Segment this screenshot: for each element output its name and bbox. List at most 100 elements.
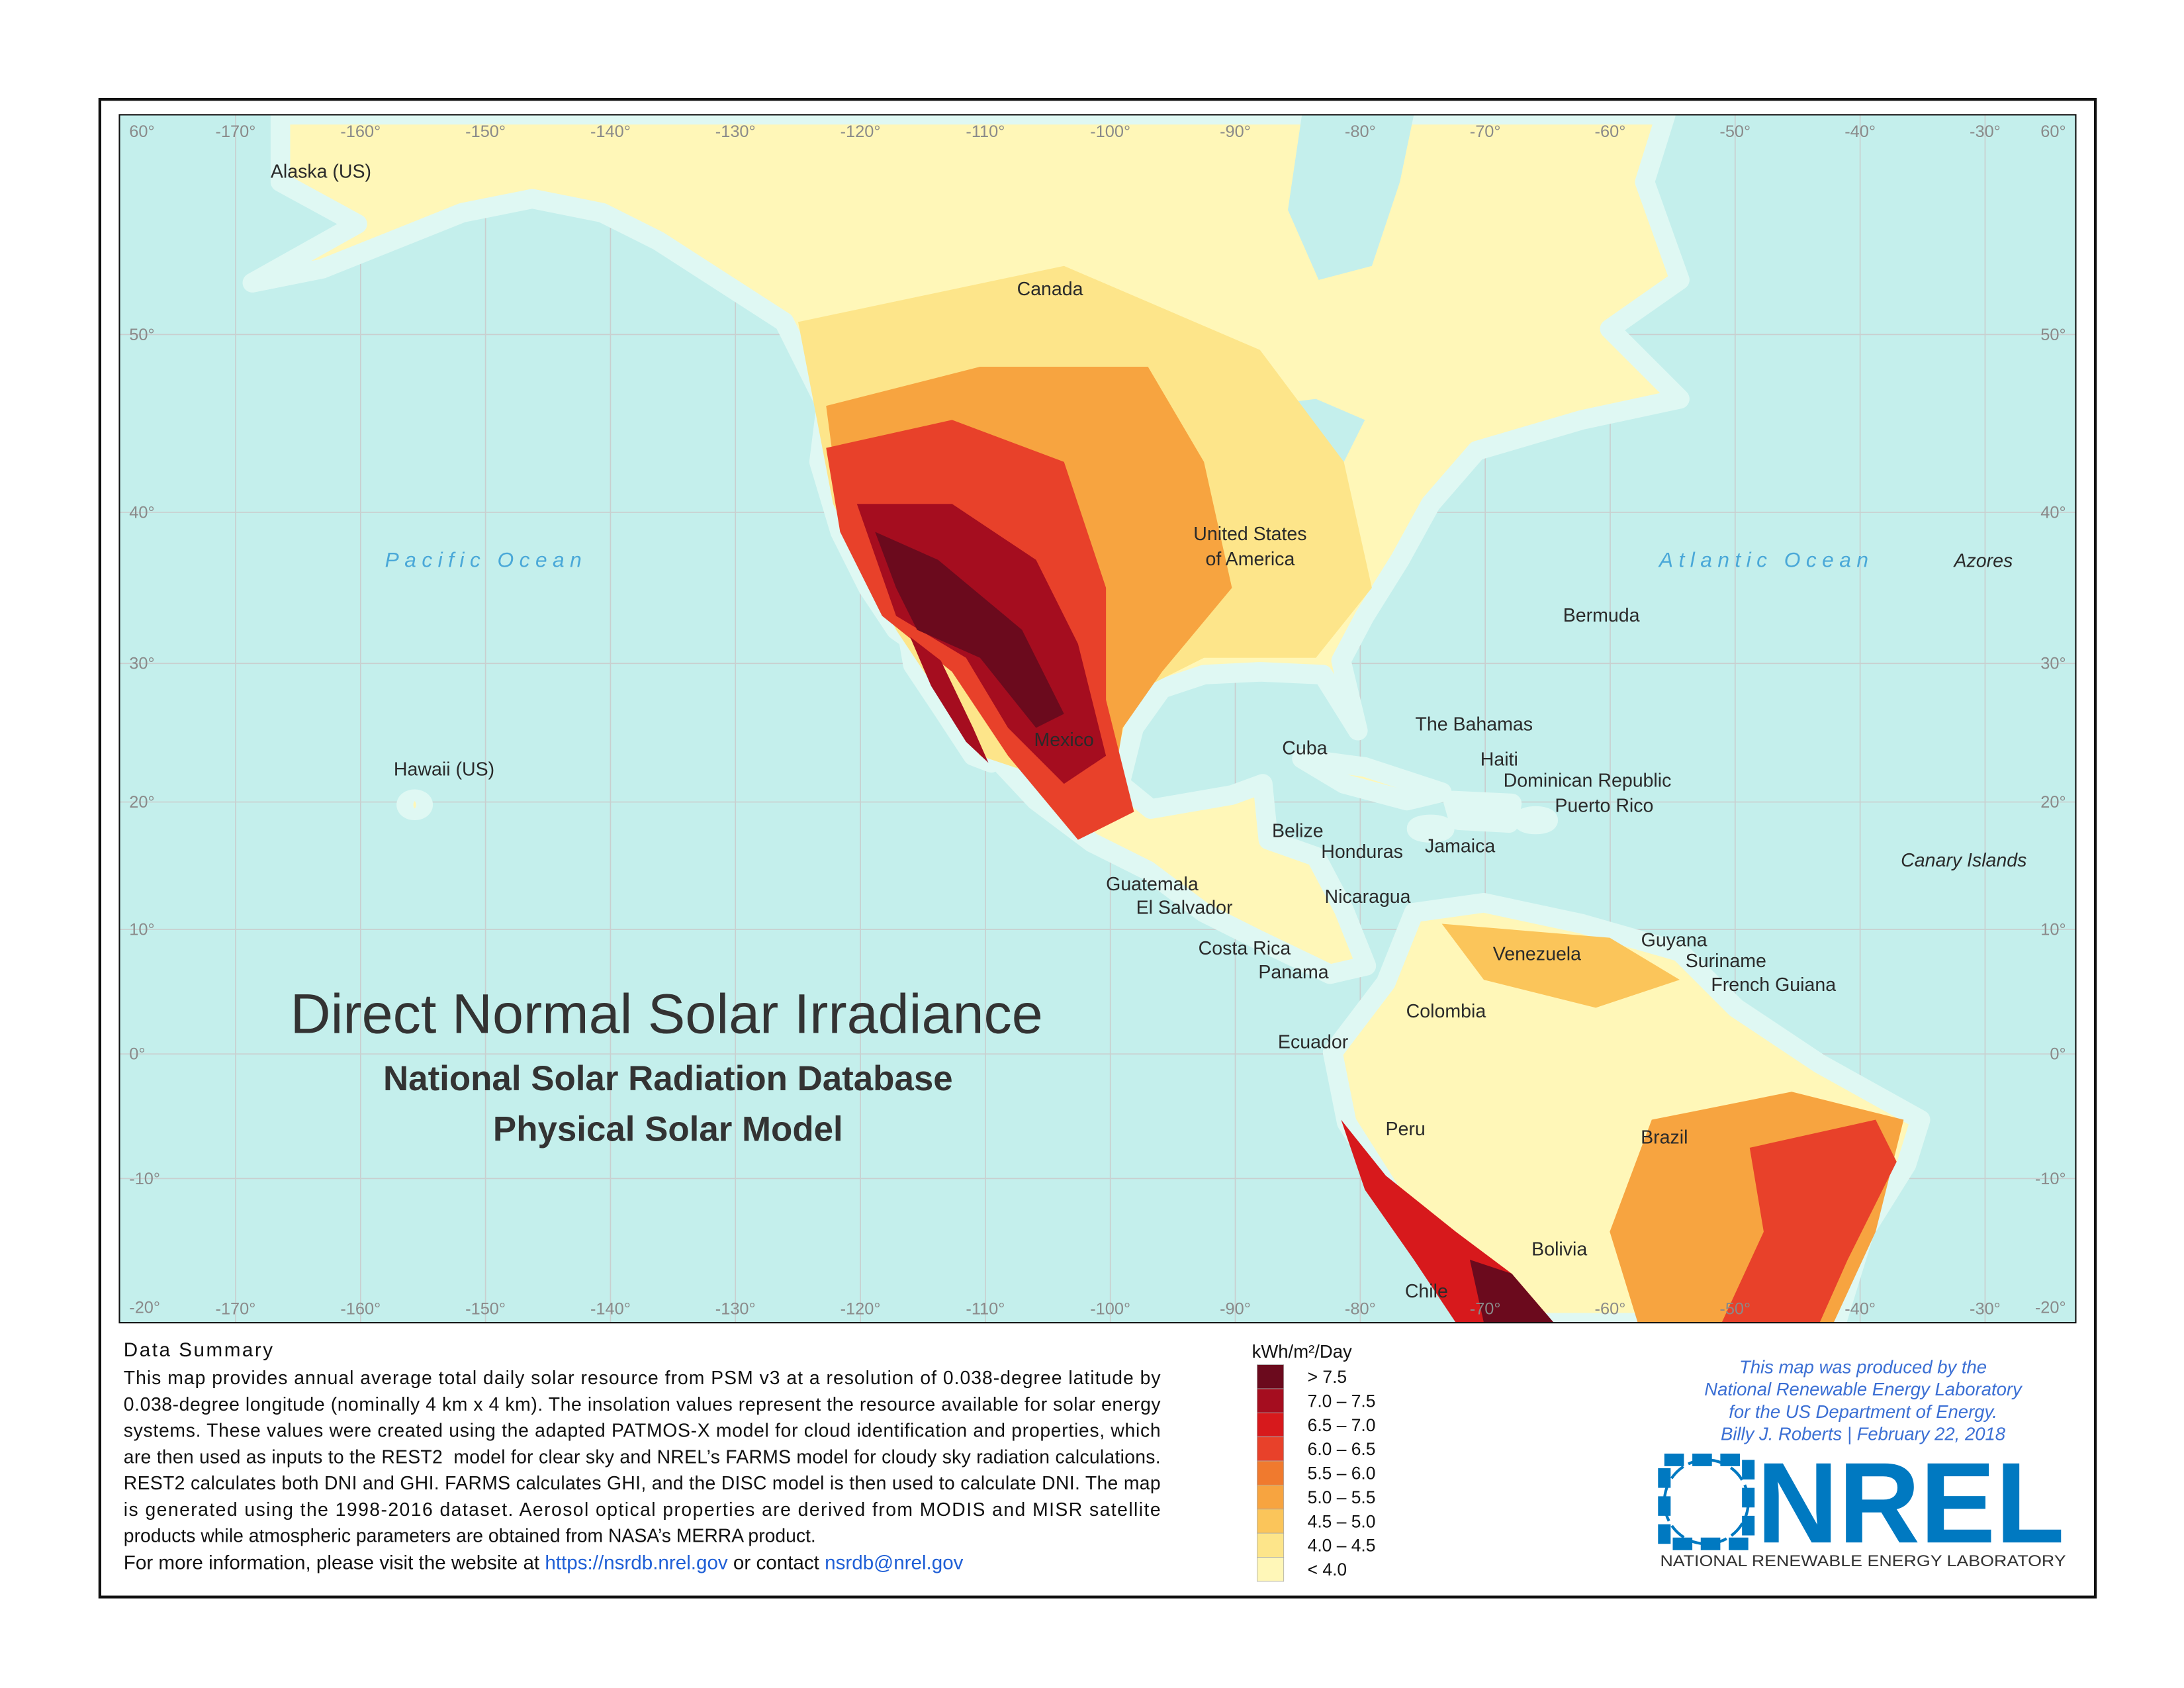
hispaniola: [1443, 790, 1522, 833]
logo-full-name: NATIONAL RENEWABLE ENERGY LABORATORY: [1660, 1552, 2066, 1570]
place-label: Nicaragua: [1325, 886, 1411, 908]
legend-title: kWh/m²/Day: [1252, 1341, 1352, 1362]
longitude-label: -150°: [465, 122, 506, 141]
ocean-label: Atlantic Ocean: [1658, 547, 1874, 571]
place-label: Puerto Rico: [1555, 795, 1653, 816]
info-text: or contact: [728, 1552, 825, 1573]
summary-line: products while atmospheric parameters ar…: [124, 1526, 816, 1547]
legend-swatch: [1257, 1436, 1285, 1462]
place-label: Panama: [1258, 962, 1328, 983]
place-label: Ecuador: [1278, 1032, 1349, 1053]
longitude-label: -100°: [1090, 122, 1130, 141]
place-label: Cuba: [1282, 738, 1327, 759]
ocean-label: Pacific Ocean: [385, 547, 588, 571]
place-label: United States: [1193, 524, 1306, 545]
longitude-label: -90°: [1220, 1299, 1251, 1318]
credit-line: for the US Department of Energy.: [1729, 1401, 1997, 1422]
longitude-label: -140°: [590, 122, 631, 141]
longitude-label: -30°: [1970, 122, 2001, 141]
longitude-label: -50°: [1719, 1299, 1751, 1318]
legend-label: 5.5 – 6.0: [1308, 1464, 1376, 1483]
longitude-label: -150°: [465, 1299, 506, 1318]
logo-name: NREL: [1756, 1438, 2064, 1567]
legend-label: 6.0 – 6.5: [1308, 1439, 1376, 1459]
longitude-label: -130°: [715, 122, 756, 141]
longitude-label: -120°: [841, 122, 881, 141]
place-label: Guatemala: [1106, 874, 1199, 895]
map-subtitle: Physical Solar Model: [493, 1109, 843, 1149]
jamaica-island: [1406, 814, 1455, 843]
longitude-label: -40°: [1844, 122, 1876, 141]
place-label: Honduras: [1321, 841, 1403, 863]
latitude-label: -20°: [2035, 1298, 2066, 1317]
place-label: The Bahamas: [1415, 714, 1533, 735]
place-label: Bermuda: [1563, 605, 1640, 626]
longitude-label: -110°: [966, 1299, 1005, 1318]
hudson-bay: [1288, 115, 1414, 280]
cuba: [1292, 749, 1452, 811]
longitude-label: -60°: [1595, 1299, 1626, 1318]
legend-swatch: [1257, 1484, 1285, 1510]
legend-label: 4.5 – 5.0: [1308, 1511, 1376, 1531]
place-label: Suriname: [1686, 951, 1766, 972]
more-info: For more information, please visit the w…: [124, 1552, 964, 1573]
longitude-label: -40°: [1844, 1299, 1876, 1318]
longitude-label: -70°: [1470, 122, 1501, 141]
place-label: El Salvador: [1136, 898, 1233, 919]
map: [119, 115, 2076, 1323]
place-label: Bolivia: [1531, 1239, 1587, 1260]
place-label: Hawaii (US): [394, 759, 494, 780]
place-label: Mexico: [1034, 729, 1094, 751]
puerto-rico-island: [1513, 806, 1559, 835]
longitude-label: -100°: [1090, 1299, 1130, 1318]
info-text: For more information, please visit the w…: [124, 1552, 545, 1573]
legend-swatch: [1257, 1412, 1285, 1438]
place-label: Guyana: [1641, 929, 1707, 951]
summary-line: systems. These values were created using…: [124, 1421, 1161, 1442]
map-subtitle: National Solar Radiation Database: [383, 1059, 953, 1098]
longitude-label: -160°: [340, 1299, 381, 1318]
summary-line: is generated using the 1998-2016 dataset…: [124, 1499, 1161, 1521]
legend-label: 5.0 – 5.5: [1308, 1487, 1376, 1507]
latitude-label: 60°: [129, 122, 154, 141]
link[interactable]: nsrdb@nrel.gov: [825, 1552, 964, 1573]
latitude-label: 10°: [129, 920, 154, 939]
legend-label: < 4.0: [1308, 1560, 1347, 1579]
legend-swatch: [1257, 1509, 1285, 1534]
place-label: Dominican Republic: [1504, 770, 1672, 791]
place-label: Brazil: [1641, 1127, 1688, 1148]
place-label: Haiti: [1480, 749, 1518, 771]
latitude-label: 10°: [2040, 920, 2066, 939]
summary-heading: Data Summary: [124, 1339, 275, 1361]
latitude-label: 50°: [129, 326, 154, 344]
place-label: French Guiana: [1711, 974, 1836, 996]
place-label: Costa Rica: [1199, 938, 1291, 959]
irradiance-zones: [797, 265, 1904, 1323]
latitude-label: 30°: [129, 655, 154, 673]
place-label: Venezuela: [1493, 943, 1581, 964]
nrel-logo-icon: [1658, 1453, 1755, 1550]
latitude-label: 0°: [129, 1045, 145, 1064]
longitude-label: -70°: [1470, 1299, 1501, 1318]
latitude-label: 20°: [129, 793, 154, 812]
place-label: Chile: [1405, 1281, 1448, 1302]
credit-line: This map was produced by the: [1739, 1356, 1987, 1377]
logo-squares: [1658, 1453, 1755, 1550]
longitude-label: -160°: [340, 122, 381, 141]
credit-line: National Renewable Energy Laboratory: [1704, 1379, 2023, 1399]
longitude-label: -30°: [1970, 1299, 2001, 1318]
latitude-label: 40°: [129, 503, 154, 522]
legend: [1257, 1364, 1285, 1582]
longitude-label: -140°: [590, 1299, 631, 1318]
latitude-label: 0°: [2050, 1045, 2066, 1064]
longitude-label: -90°: [1220, 122, 1251, 141]
map-title: Direct Normal Solar Irradiance: [291, 982, 1043, 1045]
place-label: Canada: [1017, 279, 1083, 300]
longitude-label: -110°: [966, 122, 1005, 141]
latitude-label: 50°: [2040, 326, 2066, 344]
latitude-label: 60°: [2040, 122, 2066, 141]
link[interactable]: https://nsrdb.nrel.gov: [545, 1552, 728, 1573]
latitude-label: 40°: [2040, 503, 2066, 522]
legend-label: 6.5 – 7.0: [1308, 1415, 1376, 1435]
place-label: Colombia: [1406, 1001, 1486, 1022]
